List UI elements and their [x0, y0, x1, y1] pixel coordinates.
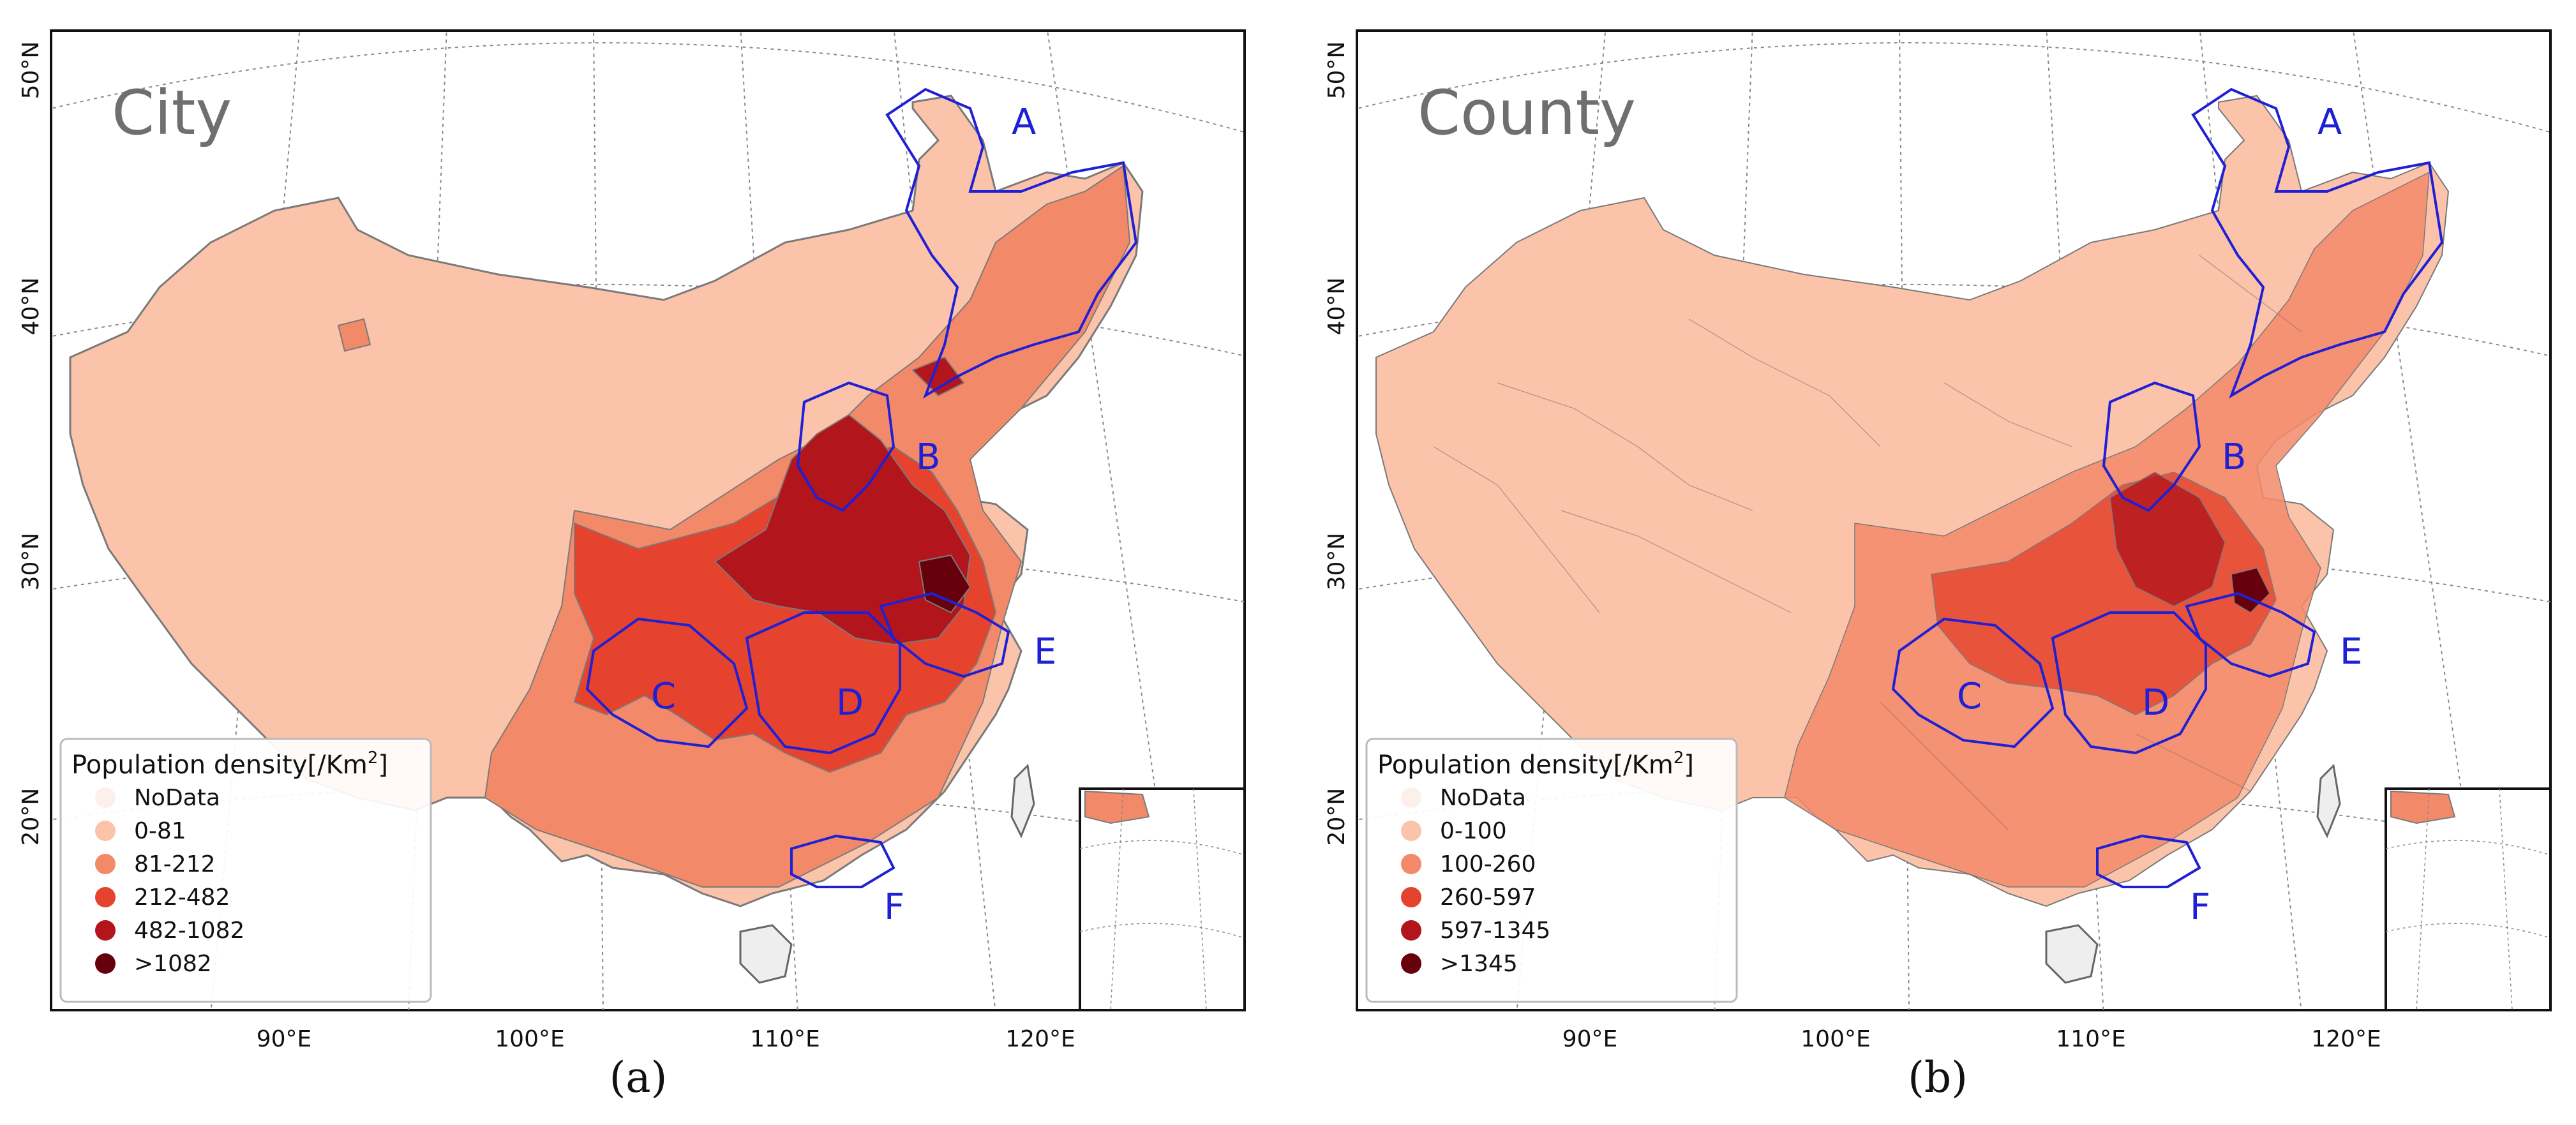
map-svg: City A B C D E F 50°N 40°N 30°N 20°N 90°… — [18, 29, 1246, 1052]
legend-swatch — [95, 854, 116, 874]
region-outline-d — [2051, 611, 2207, 755]
legend-title: Population density[/Km2] — [1377, 749, 1694, 780]
study-region-outlines — [1891, 87, 2444, 888]
legend-title: Population density[/Km2] — [71, 749, 388, 780]
region-outline-c — [1891, 617, 2055, 749]
legend-swatch — [95, 787, 116, 808]
region-label-f: F — [2190, 886, 2210, 928]
hainan-island — [739, 924, 793, 984]
taiwan-island — [2316, 763, 2341, 838]
lat-label: 50°N — [18, 41, 44, 100]
legend-label: 212-482 — [134, 884, 230, 911]
region-outline-d — [745, 611, 901, 755]
lon-label: 90°E — [1562, 1026, 1618, 1052]
legend-swatch — [1401, 821, 1421, 841]
lat-label: 20°N — [1324, 788, 1350, 846]
density-zone-medium — [337, 318, 371, 352]
region-label-a: A — [1012, 101, 1036, 143]
region-outline-c — [585, 617, 749, 749]
legend-label: >1345 — [1440, 951, 1518, 977]
panel-title: City — [112, 77, 232, 149]
lon-label: 120°E — [1005, 1026, 1075, 1052]
panel-caption: (a) — [609, 1053, 668, 1102]
region-label-f: F — [884, 886, 904, 928]
map-svg: County A B C D E F 50°N 40°N 30°N 20°N 9… — [1324, 29, 2552, 1052]
density-zone-extreme — [918, 554, 971, 614]
legend-swatch — [1401, 887, 1421, 907]
region-outline-b — [2102, 381, 2201, 512]
map-body — [51, 31, 1245, 1010]
legend-swatch — [95, 920, 116, 941]
lon-label: 120°E — [2311, 1026, 2381, 1052]
lon-label: 100°E — [495, 1026, 564, 1052]
legend-label: 100-260 — [1440, 851, 1536, 877]
study-region-outlines — [585, 87, 1138, 888]
region-outline-b — [796, 381, 895, 512]
hainan-island — [2045, 924, 2099, 984]
region-outline-a — [885, 87, 1138, 399]
region-label-e: E — [2340, 631, 2362, 673]
region-label-e: E — [1034, 631, 1056, 673]
region-label-a: A — [2318, 101, 2342, 143]
legend-swatch — [1401, 953, 1421, 974]
lon-label: 100°E — [1801, 1026, 1870, 1052]
map-panel-county: County A B C D E F 50°N 40°N 30°N 20°N 9… — [1306, 0, 2576, 1125]
region-label-d: D — [2142, 682, 2169, 724]
lat-label: 30°N — [18, 533, 44, 591]
region-outline-a — [2191, 87, 2444, 399]
lon-label: 110°E — [750, 1026, 820, 1052]
county-boundaries — [1433, 255, 2302, 830]
lat-label: 40°N — [18, 278, 44, 336]
legend-swatch — [1401, 920, 1421, 941]
lon-label: 90°E — [257, 1026, 312, 1052]
legend-swatch — [1401, 854, 1421, 874]
inset-map — [1079, 787, 1245, 1010]
legend: Population density[/Km2] NoData 0-81 81-21… — [59, 738, 432, 1003]
taiwan-island — [1010, 763, 1035, 838]
legend: Population density[/Km2] NoData 0-100 100-… — [1365, 738, 1738, 1003]
legend-label: 0-100 — [1440, 818, 1507, 844]
legend-label: 81-212 — [134, 851, 216, 877]
region-outline-f — [790, 834, 895, 888]
lon-label: 110°E — [2056, 1026, 2125, 1052]
lat-label: 50°N — [1324, 41, 1350, 100]
region-outline-e — [2185, 592, 2316, 678]
legend-swatch — [95, 821, 116, 841]
legend-swatch — [95, 887, 116, 907]
legend-label: 260-597 — [1440, 884, 1536, 911]
legend-label: NoData — [134, 785, 220, 811]
legend-label: >1082 — [134, 951, 212, 977]
region-label-c: C — [651, 676, 676, 717]
region-label-b: B — [916, 436, 940, 478]
region-label-c: C — [1957, 676, 1982, 717]
panel-caption: (b) — [1908, 1053, 1968, 1102]
region-label-b: B — [2222, 436, 2246, 478]
lat-label: 20°N — [18, 788, 44, 846]
density-zone-very-high — [714, 413, 971, 646]
map-body — [1357, 31, 2550, 1010]
region-outline-e — [879, 592, 1010, 678]
panel-title: County — [1418, 77, 1636, 149]
legend-swatch — [95, 953, 116, 974]
region-outline-f — [2096, 834, 2201, 888]
lat-label: 30°N — [1324, 533, 1350, 591]
legend-label: 482-1082 — [134, 918, 244, 944]
legend-label: 0-81 — [134, 818, 186, 844]
region-label-d: D — [836, 682, 864, 724]
legend-label: 597-1345 — [1440, 918, 1550, 944]
legend-swatch — [1401, 787, 1421, 808]
map-panel-city: City A B C D E F 50°N 40°N 30°N 20°N 90°… — [0, 0, 1270, 1125]
legend-label: NoData — [1440, 785, 1526, 811]
lat-label: 40°N — [1324, 278, 1350, 336]
inset-map — [2385, 787, 2550, 1010]
